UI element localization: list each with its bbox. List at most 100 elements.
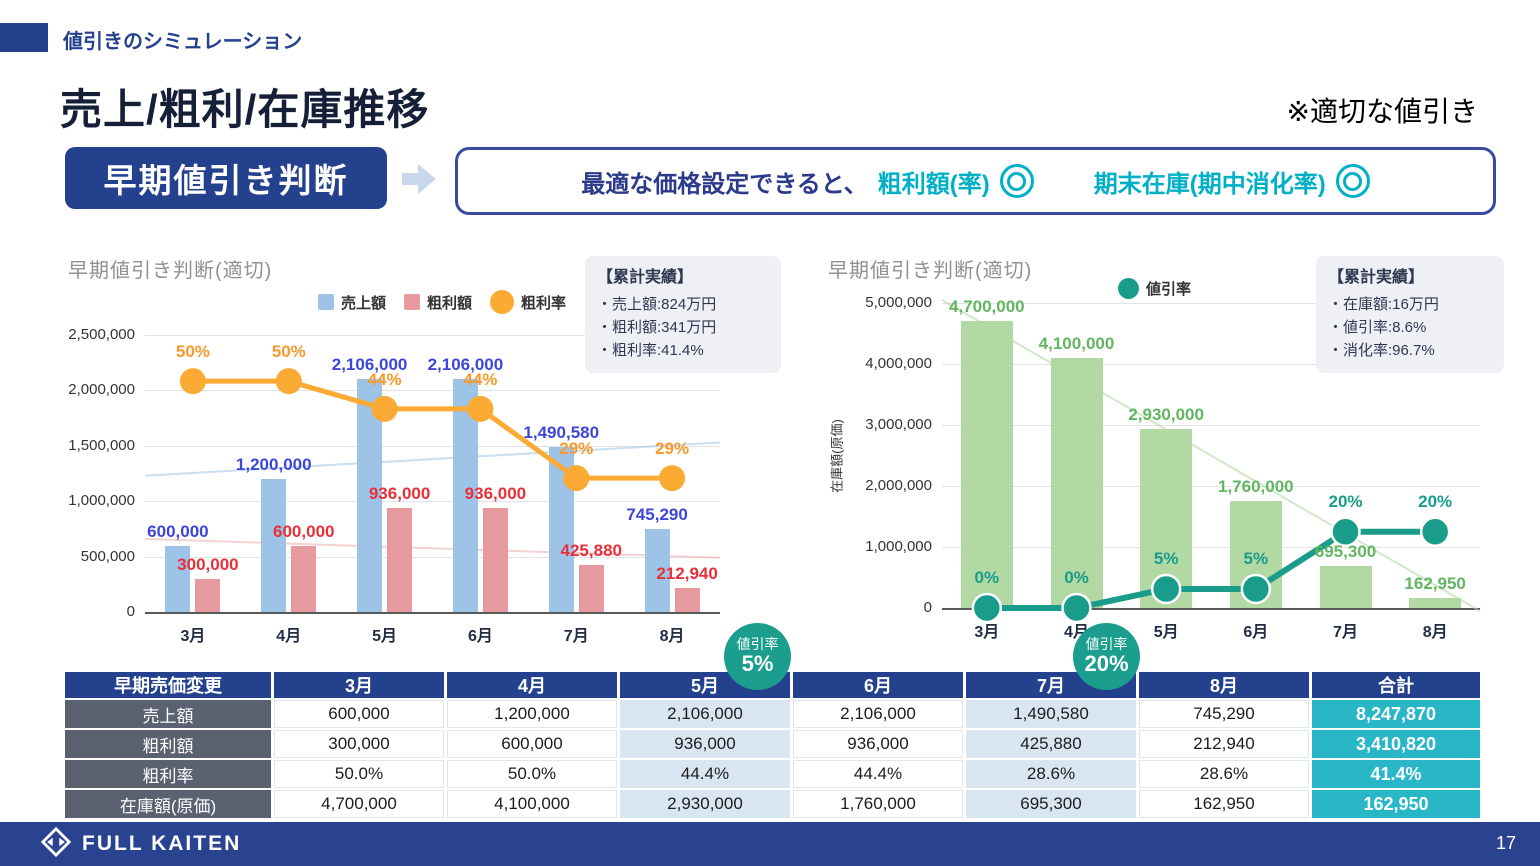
bar	[261, 479, 287, 612]
line-point-label: 20%	[1328, 491, 1363, 511]
chart-svg-layer	[971, 516, 1451, 624]
table-header-cell: 早期売価変更	[65, 672, 271, 698]
callout-prefix: 最適な価格設定できると、	[581, 170, 868, 198]
y-tick-label: 2,000,000	[68, 381, 135, 399]
y-tick-label: 0	[126, 603, 135, 620]
line-point	[971, 592, 1003, 624]
trendline	[941, 299, 1481, 612]
summary-item: ・在庫額:16万円	[1328, 295, 1439, 313]
table-cell: 425,880	[966, 730, 1136, 758]
x-tick-label: 5月	[372, 628, 398, 645]
table-total-cell: 162,950	[1312, 790, 1480, 818]
chart-legend: 値引率	[1118, 278, 1191, 299]
table-cell: 4,700,000	[274, 790, 444, 818]
bar-value-label: 936,000	[464, 484, 527, 504]
bar-value-label: 745,290	[626, 505, 688, 525]
summary-title: 【累計実績】	[1328, 269, 1425, 286]
profit-swatch-icon	[404, 294, 421, 310]
y-tick-label: 1,000,000	[68, 492, 135, 510]
legend-item-rate: 粗利率	[490, 290, 566, 314]
double-circle-icon	[1335, 164, 1370, 198]
bar	[644, 529, 670, 612]
line-point	[659, 465, 686, 492]
line-point	[1330, 516, 1361, 547]
line-point-label: 5%	[1243, 548, 1269, 568]
chart-inventory: 早期値引き判断(適切) 値引率 0 1,000,000 2,000,000 3,000…	[820, 250, 1490, 650]
bar-value-label: 425,880	[560, 540, 622, 560]
bar-value-label: 2,930,000	[1128, 405, 1204, 425]
summary-item: ・値引率:8.6%	[1328, 319, 1427, 337]
gridline	[942, 425, 1480, 426]
line-point-label: 50%	[175, 342, 210, 362]
trendline	[144, 441, 721, 477]
brand-logo-icon	[40, 826, 72, 863]
y-tick-label: 4,000,000	[865, 355, 932, 372]
footer-bar: FULL KAITEN 17	[0, 822, 1540, 866]
table-cell: 300,000	[274, 730, 444, 758]
gridline	[145, 501, 720, 503]
x-tick-label: 7月	[563, 628, 589, 645]
gridline	[145, 390, 720, 392]
table-cell: 28.6%	[1139, 760, 1309, 788]
line-point	[371, 395, 398, 422]
bar-value-label: 300,000	[177, 554, 239, 574]
table-cell: 936,000	[620, 730, 790, 758]
table-cell: 745,290	[1139, 700, 1309, 728]
summary-box-right: 【累計実績】 ・在庫額:16万円 ・値引率:8.6% ・消化率:96.7%	[1316, 256, 1504, 373]
y-tick-label: 2,500,000	[68, 326, 135, 343]
table-cell: 2,930,000	[620, 790, 790, 818]
summary-item: ・粗利率:41.4%	[597, 342, 704, 360]
discount-badge-5: 値引率 5%	[724, 623, 791, 690]
line-point-label: 20%	[1418, 491, 1453, 511]
bar	[1409, 598, 1462, 608]
line-point	[1419, 516, 1451, 547]
bar-value-label: 212,940	[656, 564, 718, 584]
table-header-cell: 合計	[1312, 672, 1480, 698]
line-point	[467, 395, 494, 422]
gridline	[942, 364, 1480, 365]
legend-item-sales: 売上額	[318, 292, 386, 313]
callout-item-inventory: 期末在庫(期中消化率)	[1093, 170, 1326, 198]
table-cell: 4,100,000	[447, 790, 617, 818]
bar	[165, 545, 191, 612]
legend-label: 売上額	[341, 294, 387, 312]
legend-item-discount-rate: 値引率	[1118, 278, 1191, 299]
gridline	[145, 556, 720, 558]
arrow-right-icon	[400, 162, 438, 201]
x-tick-label: 6月	[1243, 624, 1269, 641]
kicker-label: 値引きのシミュレーション	[63, 31, 303, 53]
x-tick-label: 3月	[974, 624, 1000, 641]
table-cell: 44.4%	[793, 760, 963, 788]
callout-item-profit: 粗利額(率)	[877, 170, 990, 198]
gridline	[942, 547, 1480, 548]
bar	[387, 508, 413, 612]
table-header-cell: 8月	[1139, 672, 1309, 698]
x-tick-label: 8月	[1422, 624, 1448, 641]
gridline	[942, 486, 1480, 487]
table-row-label: 売上額	[65, 700, 271, 728]
callout-box: 最適な価格設定できると、 粗利額(率) 期末在庫(期中消化率)	[455, 147, 1496, 215]
table-cell: 2,106,000	[793, 700, 963, 728]
discount-swatch-icon	[1118, 278, 1139, 299]
bar	[195, 578, 221, 612]
legend-label: 値引率	[1146, 281, 1192, 298]
table-cell: 44.4%	[620, 760, 790, 788]
gridline	[942, 303, 1480, 304]
summary-item: ・売上額:824万円	[597, 295, 717, 313]
brand-name: FULL KAITEN	[82, 832, 242, 855]
table-header-cell: 6月	[793, 672, 963, 698]
line-point-label: 44%	[367, 369, 402, 389]
table-header-cell: 4月	[447, 672, 617, 698]
y-tick-label: 1,000,000	[865, 538, 932, 555]
line-point	[1061, 592, 1092, 624]
x-tick-label: 5月	[1153, 624, 1179, 641]
badge-title: 値引率	[1085, 635, 1128, 652]
line-point	[1240, 573, 1272, 605]
table-cell: 50.0%	[447, 760, 617, 788]
y-tick-label: 0	[923, 599, 932, 616]
discount-badge-20: 値引率 20%	[1073, 623, 1140, 690]
x-tick-label: 6月	[467, 628, 493, 645]
y-tick-label: 5,000,000	[865, 294, 932, 311]
summary-item: ・消化率:96.7%	[1328, 342, 1435, 360]
